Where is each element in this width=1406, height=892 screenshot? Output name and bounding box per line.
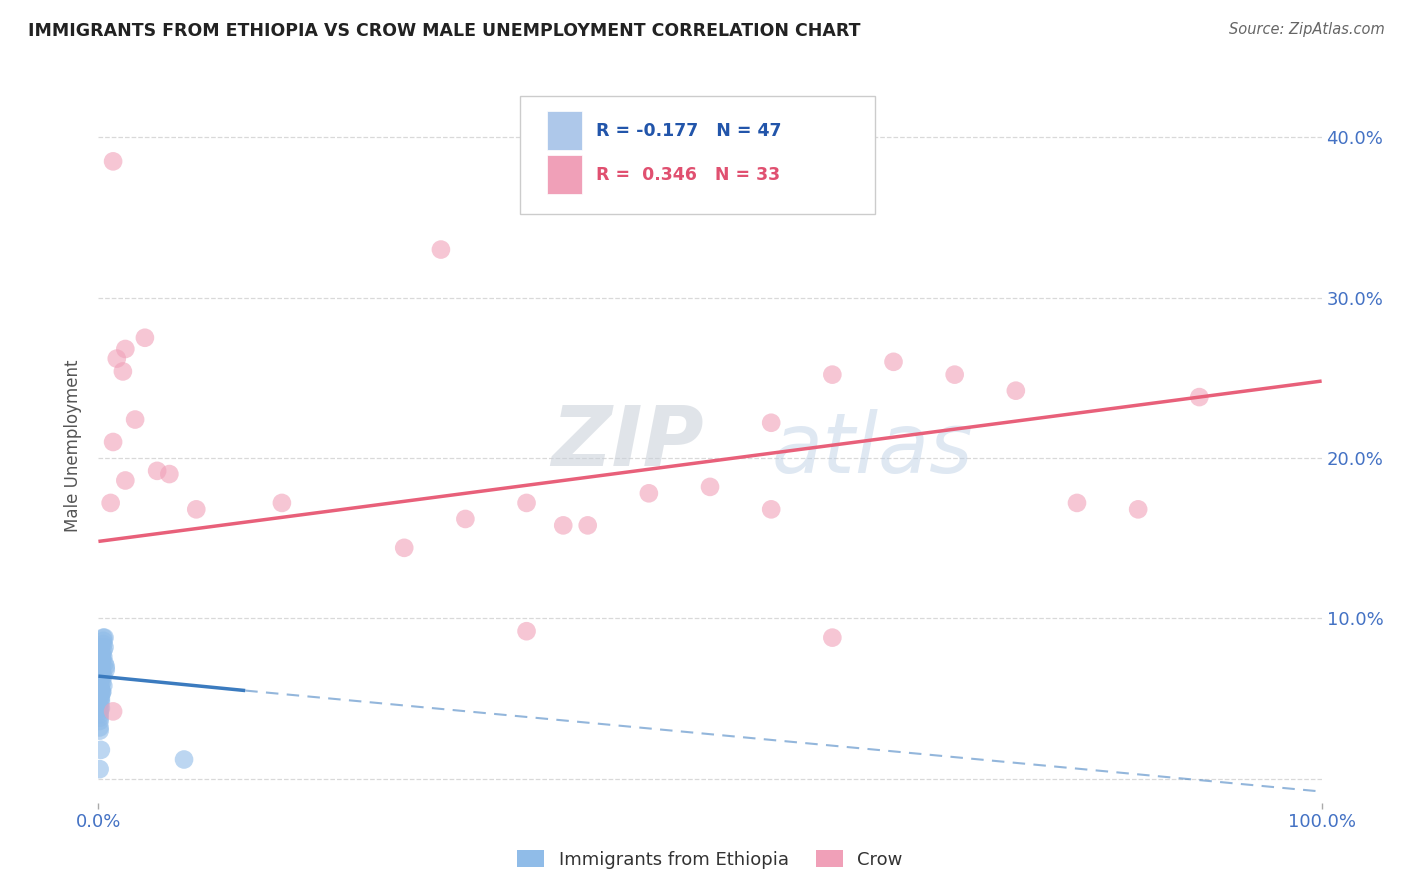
- Point: [94, 663, 117, 677]
- Point: [89, 714, 111, 728]
- Point: [91, 643, 114, 657]
- Point: [761, 416, 783, 430]
- Text: R = -0.177   N = 47: R = -0.177 N = 47: [596, 121, 782, 139]
- Point: [89, 723, 111, 738]
- Point: [91, 649, 114, 664]
- Point: [90, 673, 112, 687]
- Y-axis label: Male Unemployment: Male Unemployment: [63, 359, 82, 533]
- Legend: Immigrants from Ethiopia, Crow: Immigrants from Ethiopia, Crow: [510, 843, 910, 876]
- Point: [173, 752, 195, 766]
- Point: [91, 669, 114, 683]
- Point: [90, 689, 112, 703]
- Point: [90, 743, 112, 757]
- Point: [1188, 390, 1211, 404]
- Point: [89, 647, 111, 661]
- Point: [89, 705, 111, 719]
- FancyBboxPatch shape: [520, 96, 875, 214]
- Point: [157, 467, 180, 481]
- Point: [454, 512, 477, 526]
- Point: [89, 679, 111, 693]
- Point: [146, 464, 169, 478]
- Point: [91, 685, 114, 699]
- Point: [90, 701, 112, 715]
- Point: [186, 502, 208, 516]
- Point: [89, 701, 111, 715]
- Point: [114, 342, 136, 356]
- Point: [90, 681, 112, 696]
- Point: [91, 679, 114, 693]
- Point: [91, 675, 114, 690]
- Point: [101, 705, 124, 719]
- Point: [943, 368, 966, 382]
- Point: [111, 364, 134, 378]
- Point: [1128, 502, 1150, 516]
- Point: [91, 647, 114, 661]
- Point: [91, 663, 114, 677]
- Point: [515, 624, 537, 639]
- Bar: [547, 155, 582, 194]
- Point: [91, 637, 114, 651]
- Point: [90, 653, 112, 667]
- Text: IMMIGRANTS FROM ETHIOPIA VS CROW MALE UNEMPLOYMENT CORRELATION CHART: IMMIGRANTS FROM ETHIOPIA VS CROW MALE UN…: [28, 22, 860, 40]
- Point: [91, 653, 114, 667]
- Point: [761, 502, 783, 516]
- Point: [430, 243, 453, 257]
- Point: [90, 685, 112, 699]
- Point: [699, 480, 721, 494]
- Point: [114, 474, 136, 488]
- Point: [94, 659, 117, 673]
- Point: [553, 518, 575, 533]
- Point: [100, 496, 122, 510]
- Point: [93, 640, 115, 655]
- Point: [91, 633, 114, 648]
- Point: [91, 665, 114, 680]
- Point: [89, 695, 111, 709]
- Point: [134, 331, 156, 345]
- Text: ZIP: ZIP: [551, 402, 703, 483]
- Point: [124, 412, 146, 426]
- Point: [883, 355, 905, 369]
- Point: [270, 496, 294, 510]
- Point: [90, 679, 112, 693]
- Point: [1066, 496, 1088, 510]
- Point: [101, 435, 124, 450]
- Point: [515, 496, 537, 510]
- Point: [89, 707, 111, 722]
- Point: [638, 486, 661, 500]
- Text: R =  0.346   N = 33: R = 0.346 N = 33: [596, 166, 780, 184]
- Bar: [547, 111, 582, 150]
- Point: [93, 631, 115, 645]
- Point: [89, 711, 111, 725]
- Point: [101, 154, 124, 169]
- Point: [90, 691, 112, 706]
- Point: [89, 665, 111, 680]
- Point: [821, 368, 844, 382]
- Point: [89, 673, 111, 687]
- Text: Source: ZipAtlas.com: Source: ZipAtlas.com: [1229, 22, 1385, 37]
- Point: [1004, 384, 1026, 398]
- Point: [90, 640, 112, 655]
- Point: [89, 762, 111, 776]
- Point: [576, 518, 599, 533]
- Point: [90, 695, 112, 709]
- Point: [91, 631, 114, 645]
- Point: [90, 657, 112, 671]
- Point: [91, 685, 114, 699]
- Point: [93, 657, 115, 671]
- Point: [821, 631, 844, 645]
- Point: [91, 657, 114, 671]
- Text: atlas: atlas: [772, 409, 973, 490]
- Point: [91, 649, 114, 664]
- Point: [89, 721, 111, 735]
- Point: [392, 541, 416, 555]
- Point: [105, 351, 128, 366]
